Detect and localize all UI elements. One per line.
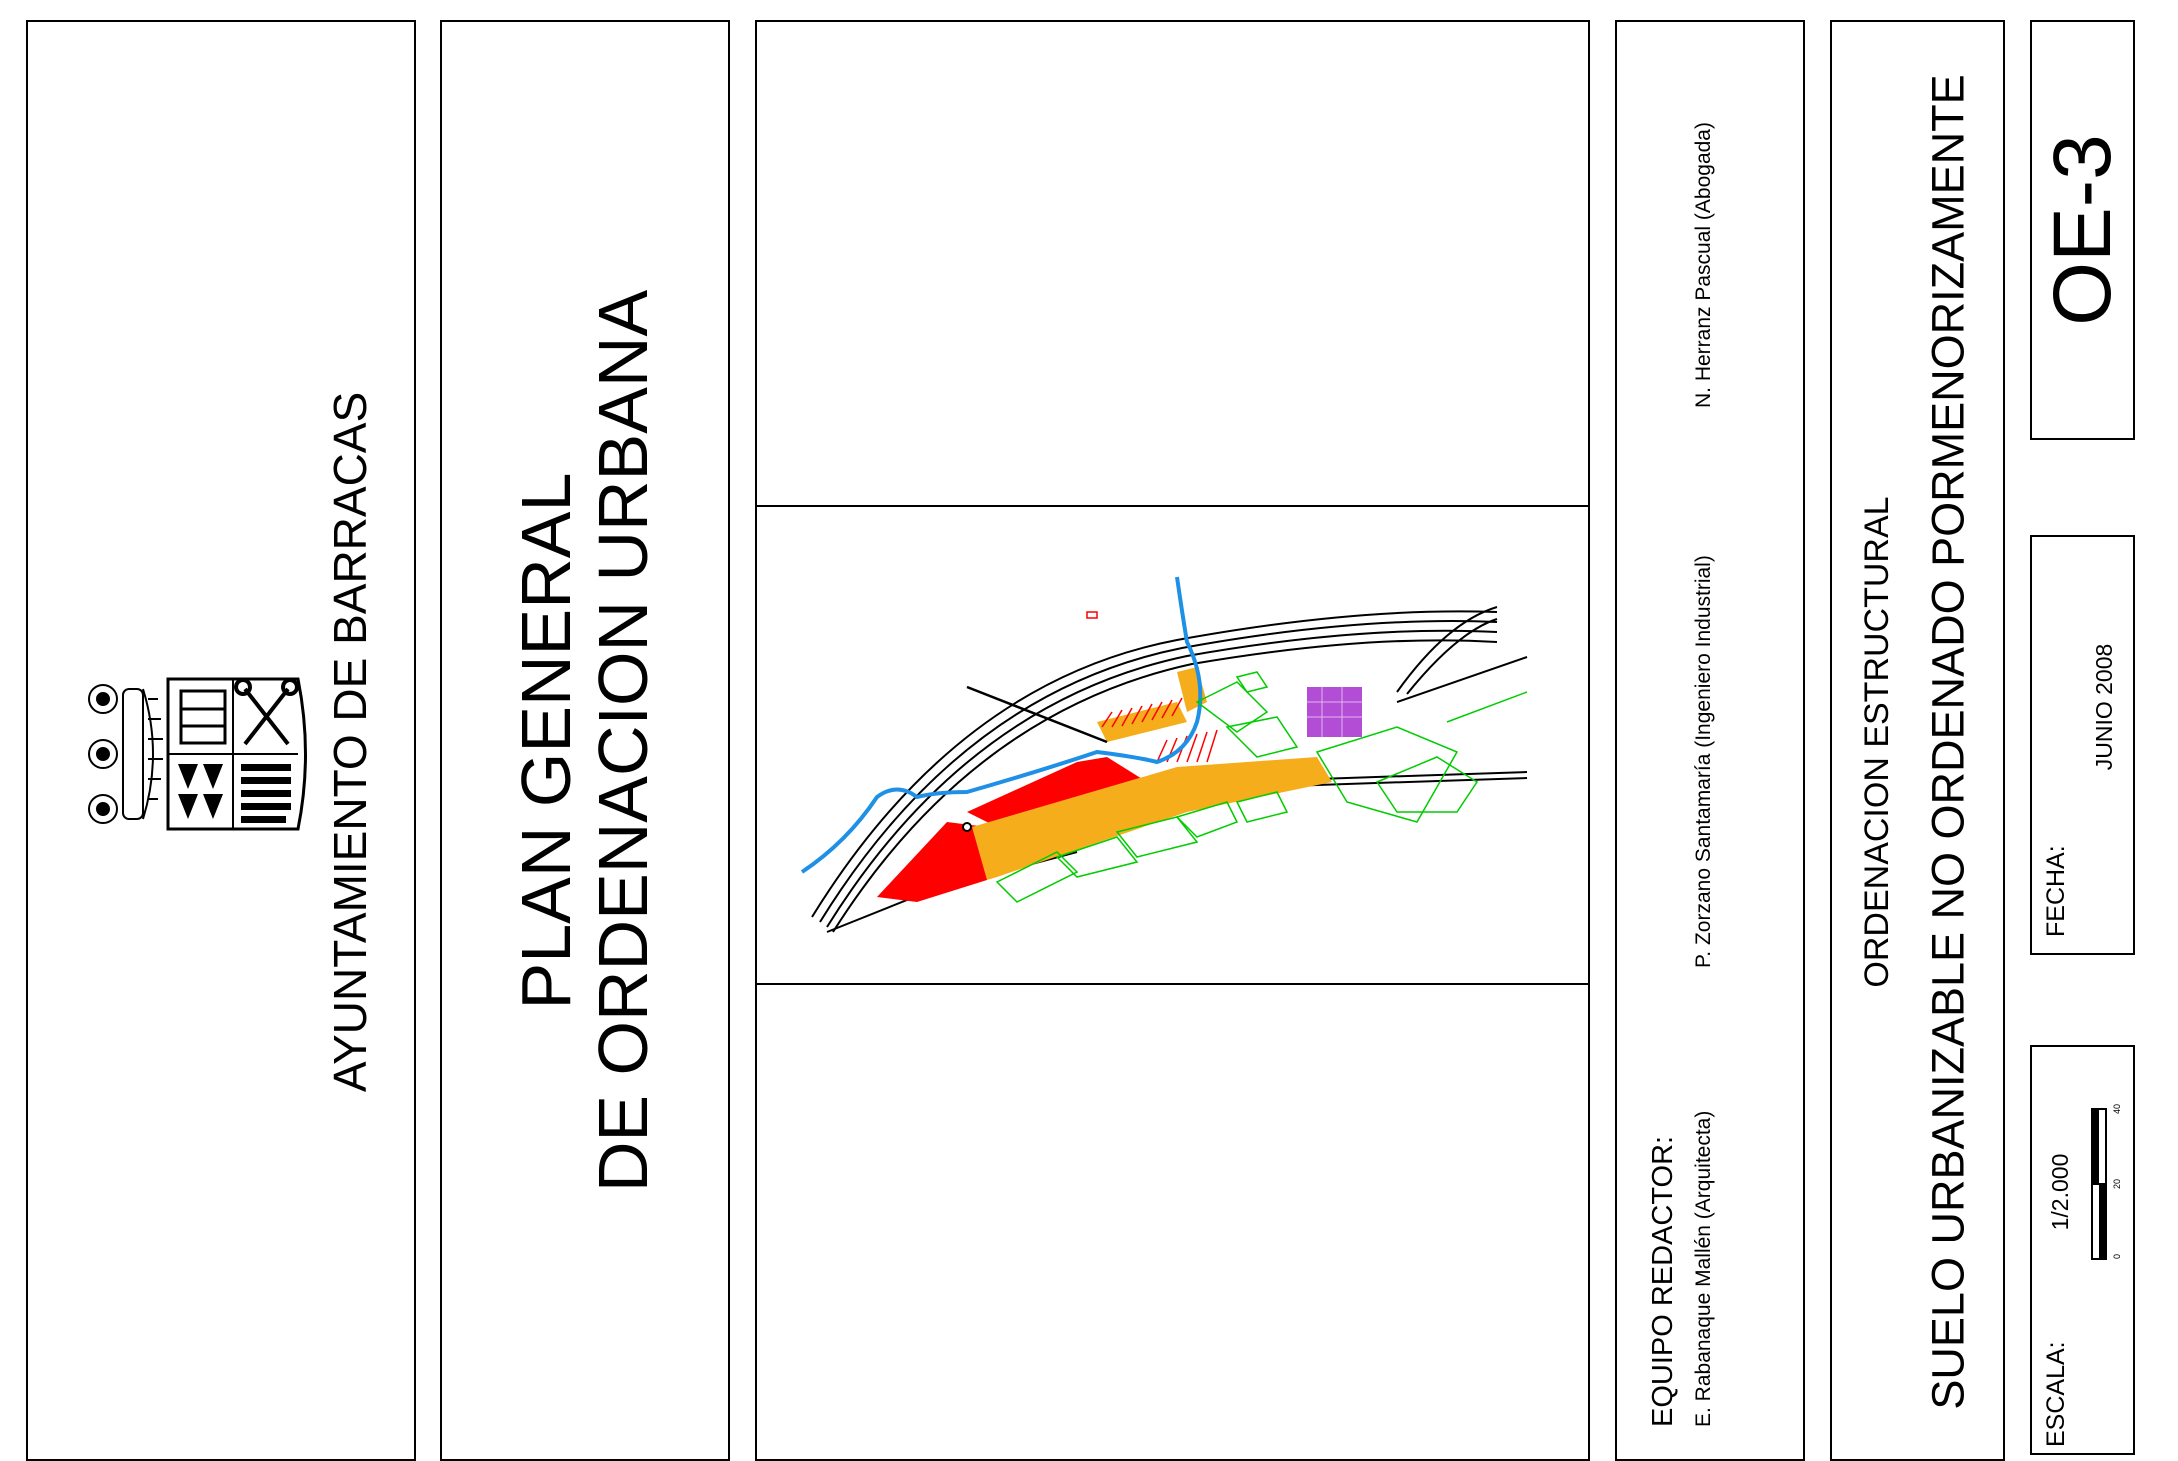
scale-bar — [2090, 1107, 2108, 1260]
map-divider-top — [757, 505, 1588, 507]
sheet-category: ORDENACION ESTRUCTURAL — [1858, 496, 1897, 988]
team-heading: EQUIPO REDACTOR: — [1647, 1135, 1679, 1427]
plan-title-line1: PLAN GENERAL — [507, 472, 585, 1009]
plan-panel: PLAN GENERAL DE ORDENACION URBANA — [440, 20, 730, 1461]
municipality-panel: AYUNTAMIENTO DE BARRACAS — [26, 20, 416, 1461]
team-member-3: N. Herranz Pascual (Abogada) — [1692, 122, 1715, 408]
sheet-title-panel: ORDENACION ESTRUCTURAL SUELO URBANIZABLE… — [1830, 20, 2005, 1461]
scale-tick-0: 0 — [2112, 1253, 2122, 1259]
team-member-2: P. Zorzano Santamaría (Ingeniero Industr… — [1692, 555, 1715, 968]
scale-tick-20: 20 — [2112, 1178, 2122, 1189]
scale-panel: ESCALA: 1/2.000 0 20 40 — [2030, 1045, 2135, 1455]
coat-of-arms-icon — [73, 669, 313, 839]
date-value: JUNIO 2008 — [2090, 643, 2117, 771]
plan-title: PLAN GENERAL DE ORDENACION URBANA — [507, 289, 662, 1192]
sheet-code: OE-3 — [2036, 134, 2128, 326]
scale-tick-40: 40 — [2112, 1103, 2122, 1114]
map-panel — [755, 20, 1590, 1461]
site-map — [800, 576, 1528, 933]
sheet-code-panel: OE-3 — [2030, 20, 2135, 440]
municipality-name: AYUNTAMIENTO DE BARRACAS — [323, 391, 376, 1093]
map-divider-bottom — [757, 983, 1588, 985]
scale-value: 1/2.000 — [2046, 1153, 2073, 1231]
date-label: FECHA: — [2042, 845, 2070, 937]
team-member-1: E. Rabanaque Mallén (Arquitecta) — [1692, 1110, 1715, 1427]
team-panel: EQUIPO REDACTOR: E. Rabanaque Mallén (Ar… — [1615, 20, 1805, 1461]
plan-title-line2: DE ORDENACION URBANA — [584, 289, 662, 1192]
scale-label: ESCALA: — [2042, 1341, 2070, 1447]
date-panel: FECHA: JUNIO 2008 — [2030, 535, 2135, 955]
sheet-title: SUELO URBANIZABLE NO ORDENADO PORMENORIZ… — [1922, 74, 1974, 1410]
